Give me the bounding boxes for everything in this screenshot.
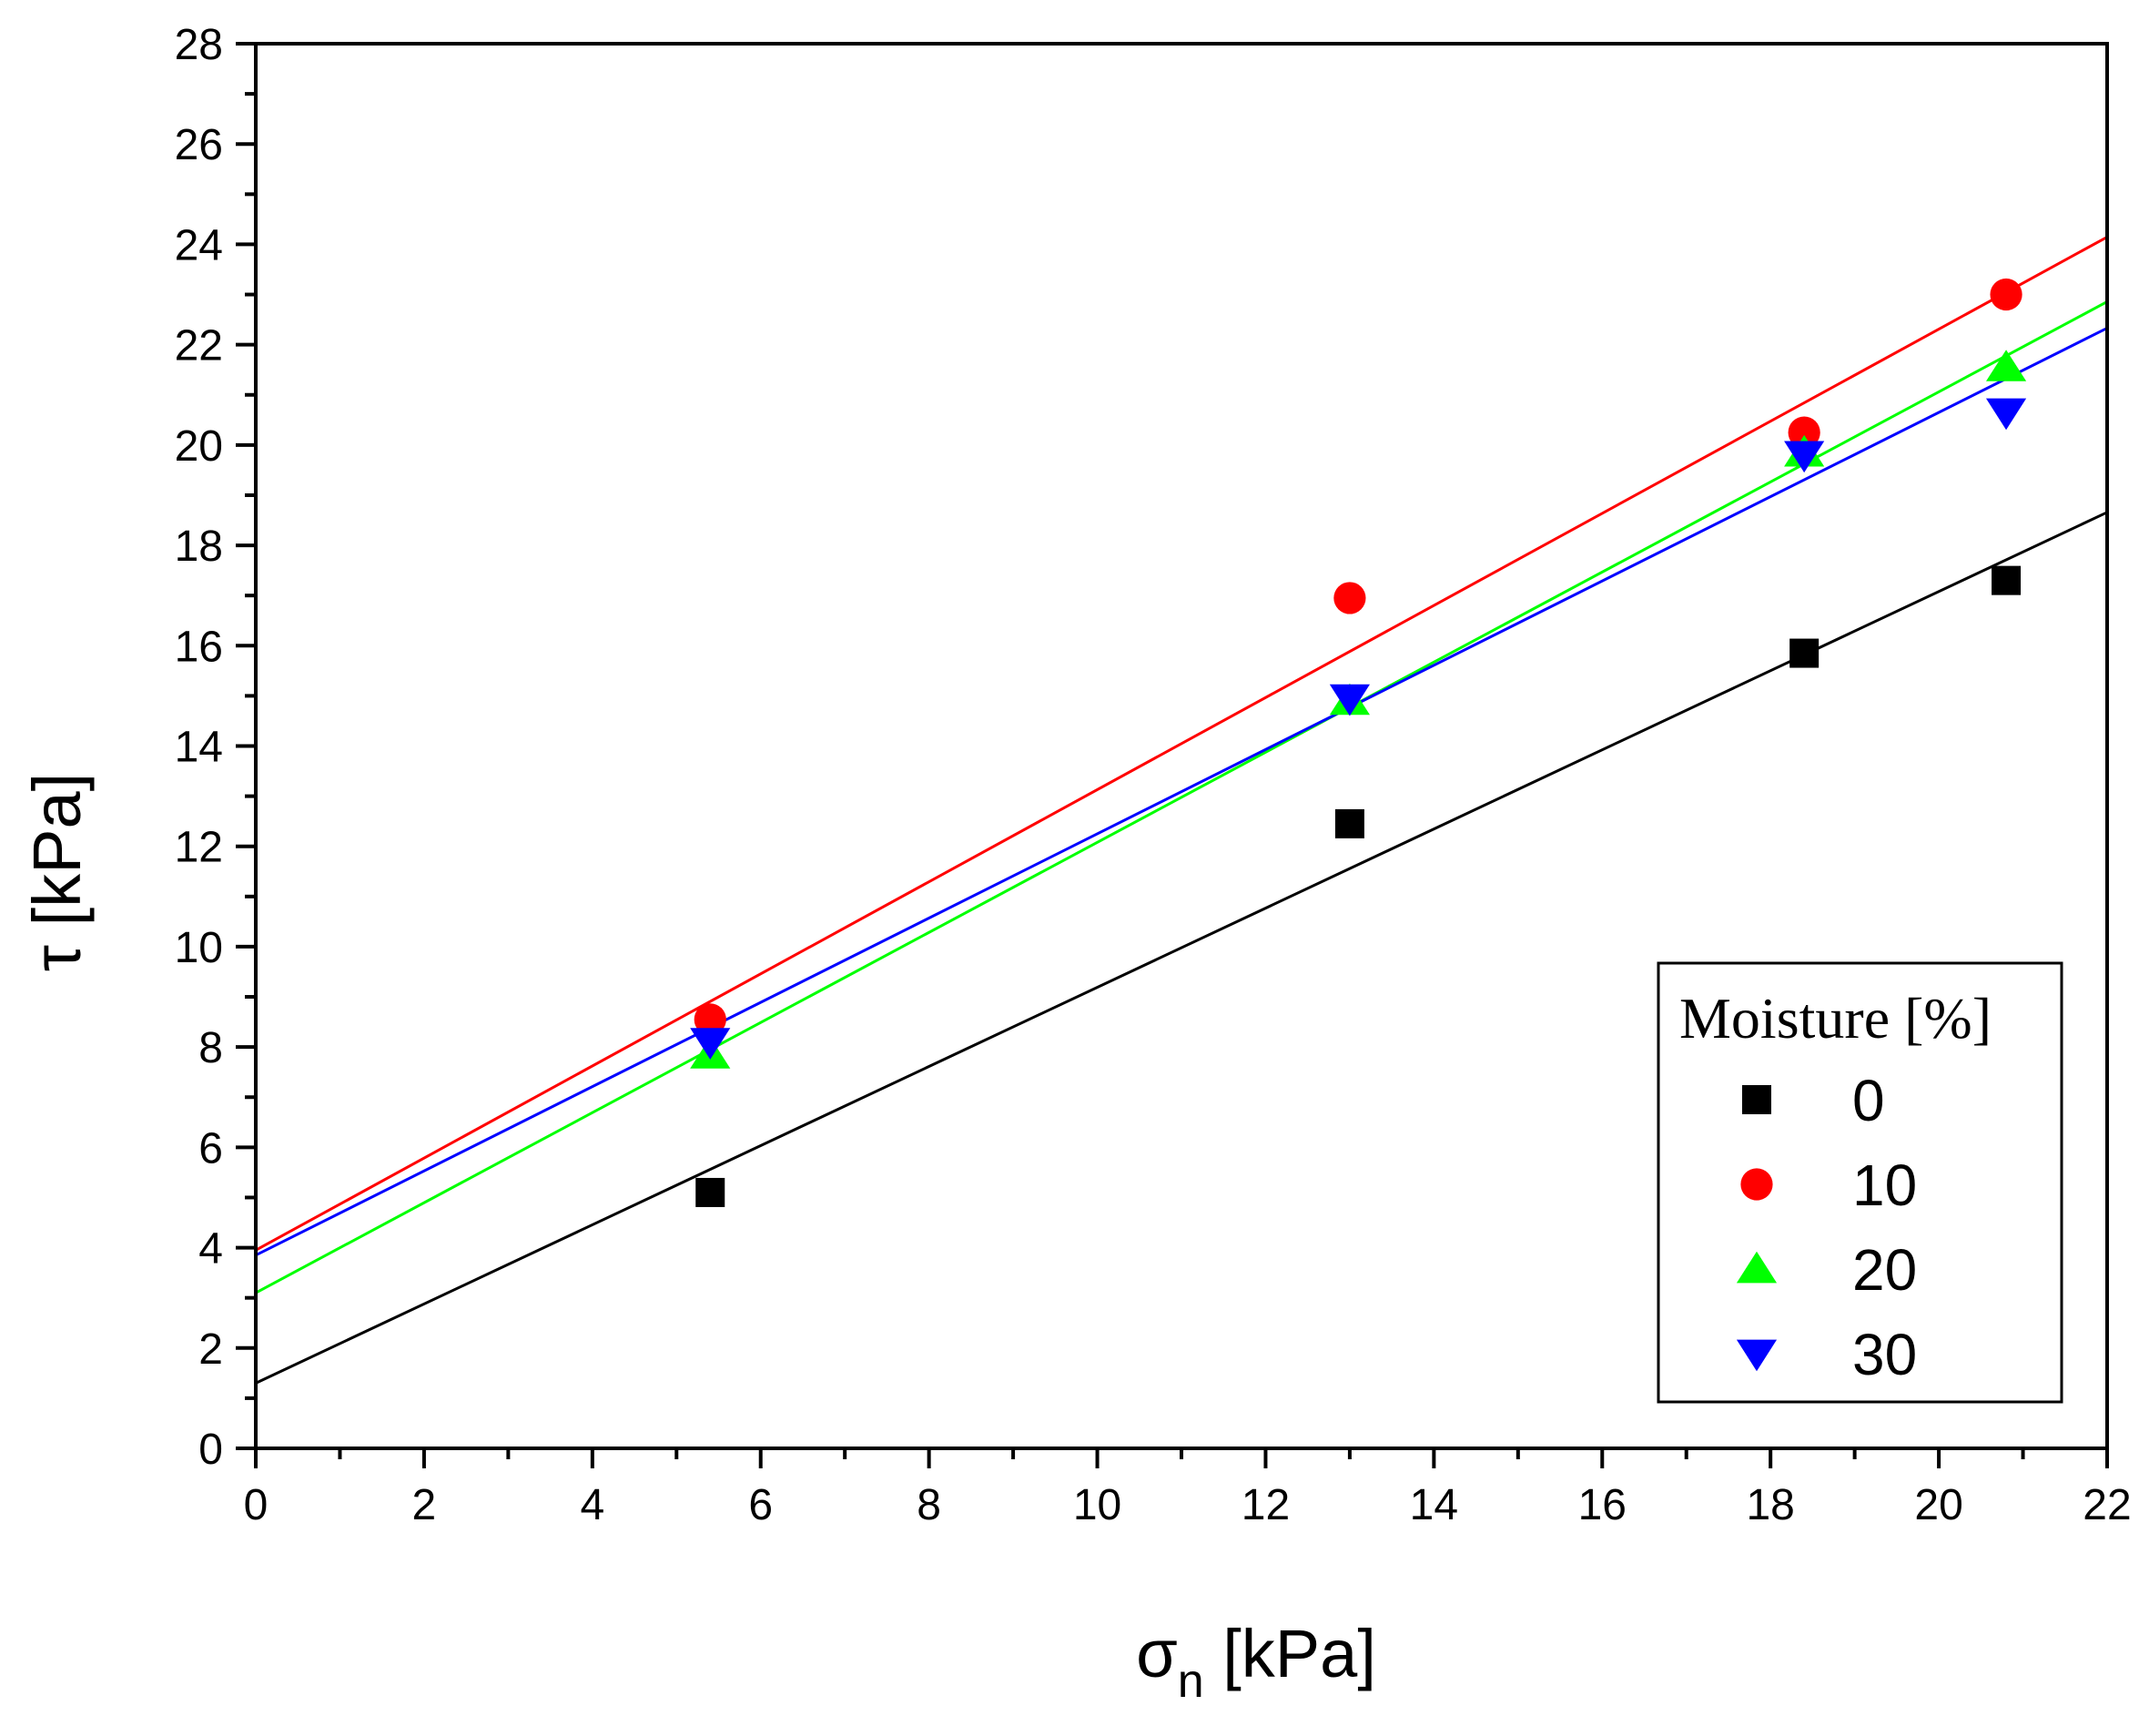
x-axis-title: σn [kPa] bbox=[1136, 1616, 1376, 1708]
legend: Moisture [%] 0 10 20 30 bbox=[1657, 961, 2063, 1404]
legend-marker-0 bbox=[1742, 1085, 1771, 1114]
legend-marker-10 bbox=[1740, 1168, 1773, 1201]
x-tick-label: 8 bbox=[917, 1481, 941, 1529]
y-tick-label: 4 bbox=[198, 1225, 223, 1274]
y-tick-label: 6 bbox=[198, 1124, 223, 1173]
data-point-30 bbox=[690, 1028, 731, 1060]
data-point-0 bbox=[695, 1177, 725, 1207]
legend-marker-20 bbox=[1736, 1251, 1778, 1284]
y-tick-label: 16 bbox=[175, 623, 223, 671]
y-tick-label: 22 bbox=[175, 322, 223, 371]
fit-line-10 bbox=[255, 236, 2108, 1252]
data-point-20 bbox=[1985, 350, 2027, 381]
legend-label-10: 10 bbox=[1852, 1152, 1917, 1218]
data-point-30 bbox=[1985, 398, 2027, 431]
y-tick-label: 24 bbox=[175, 221, 223, 269]
y-tick-label: 14 bbox=[175, 724, 223, 772]
x-tick-label: 16 bbox=[1578, 1481, 1627, 1529]
data-point-10 bbox=[1990, 278, 2022, 311]
legend-title: Moisture [%] bbox=[1679, 986, 1992, 1051]
x-tick-label: 18 bbox=[1746, 1481, 1794, 1529]
x-axis-title-unit: [kPa] bbox=[1204, 1616, 1376, 1691]
y-tick-label: 10 bbox=[175, 924, 223, 972]
y-tick-label: 0 bbox=[198, 1426, 223, 1474]
x-axis-title-symbol: σ bbox=[1136, 1616, 1178, 1691]
y-tick-label: 8 bbox=[198, 1024, 223, 1072]
tick-labels: 0 2 4 6 8 10 12 14 16 18 20 22024681012141618202224… bbox=[175, 21, 2132, 1529]
y-tick-label: 18 bbox=[175, 523, 223, 571]
legend-label-20: 20 bbox=[1852, 1237, 1917, 1303]
y-tick-label: 12 bbox=[175, 824, 223, 872]
data-points bbox=[690, 278, 2027, 1207]
y-tick-label: 28 bbox=[175, 21, 223, 69]
axis-ticks bbox=[236, 42, 2109, 1468]
x-tick-label: 4 bbox=[580, 1481, 604, 1529]
data-point-0 bbox=[1334, 808, 1364, 838]
y-tick-label: 20 bbox=[175, 422, 223, 471]
y-axis-title: τ [kPa] bbox=[19, 773, 95, 971]
data-point-10 bbox=[1788, 416, 1820, 449]
fit-line-30 bbox=[255, 327, 2108, 1257]
data-point-10 bbox=[1333, 582, 1366, 614]
data-point-30 bbox=[1784, 441, 1825, 473]
y-tick-label: 26 bbox=[175, 121, 223, 169]
x-axis-title-subscript: n bbox=[1178, 1655, 1204, 1708]
x-tick-label: 0 bbox=[244, 1481, 269, 1529]
legend-label-30: 30 bbox=[1852, 1322, 1917, 1387]
data-point-0 bbox=[1789, 638, 1820, 668]
y-tick-label: 2 bbox=[198, 1325, 223, 1374]
data-point-10 bbox=[694, 1003, 726, 1036]
x-tick-label: 6 bbox=[748, 1481, 773, 1529]
fit-line-20 bbox=[255, 300, 2108, 1294]
x-tick-label: 2 bbox=[412, 1481, 437, 1529]
legend-items: 0 10 20 30 bbox=[1736, 1068, 1917, 1387]
legend-box bbox=[1657, 961, 2063, 1404]
legend-marker-30 bbox=[1736, 1339, 1778, 1372]
x-tick-label: 12 bbox=[1242, 1481, 1290, 1529]
data-point-0 bbox=[1992, 565, 2022, 595]
x-tick-label: 20 bbox=[1914, 1481, 1962, 1529]
x-tick-label: 14 bbox=[1410, 1481, 1458, 1529]
data-point-30 bbox=[1329, 684, 1370, 716]
legend-label-0: 0 bbox=[1852, 1068, 1885, 1133]
x-tick-label: 10 bbox=[1073, 1481, 1121, 1529]
x-tick-label: 22 bbox=[2083, 1481, 2131, 1529]
